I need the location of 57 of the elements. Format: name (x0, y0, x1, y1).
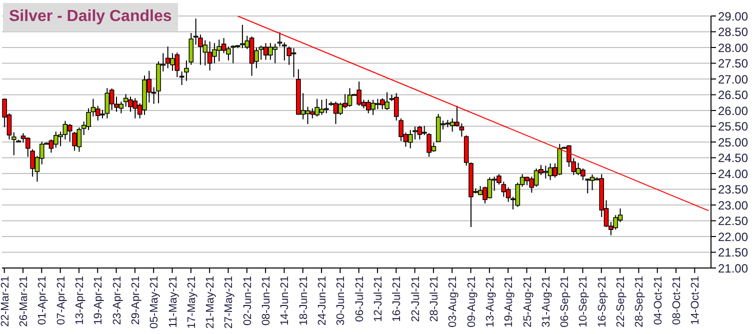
x-tick-label: 09-Aug-21 (466, 276, 478, 328)
x-tick-label: 24-Jun-21 (316, 276, 329, 326)
x-tick-label: 04-Oct-21 (652, 276, 664, 325)
y-tick-label: 28.50 (718, 25, 748, 40)
x-tick-label: 12-Jul-21 (372, 276, 384, 322)
y-tick-label: 28.00 (718, 40, 748, 55)
x-tick-label: 13-Apr-21 (74, 276, 86, 325)
y-tick-label: 27.00 (718, 72, 748, 86)
x-tick-label: 28-Sep-21 (634, 276, 646, 328)
x-tick-label: 16-Jul-21 (391, 276, 404, 322)
y-tick-label: 21.00 (718, 261, 748, 276)
x-tick-label: 18-Jun-21 (298, 276, 310, 326)
x-tick-label: 07-Apr-21 (55, 276, 68, 325)
x-tick-label: 08-Jun-21 (260, 276, 273, 326)
y-tick-label: 26.00 (718, 104, 748, 118)
x-tick-label: 11-May-21 (167, 276, 180, 328)
x-tick-label: 13-Aug-21 (484, 276, 496, 328)
x-tick-label: 01-Apr-21 (36, 276, 49, 325)
x-tick-label: 28-Jul-21 (428, 276, 440, 322)
y-tick-label: 25.00 (718, 135, 748, 150)
x-tick-label: 06-Sep-21 (559, 276, 572, 328)
x-tick-label: 14-Jun-21 (279, 276, 292, 326)
x-tick-label: 25-Aug-21 (522, 276, 534, 328)
y-tick-label: 22.00 (718, 230, 748, 244)
y-tick-label: 27.50 (718, 56, 748, 71)
x-tick-label: 19-Apr-21 (92, 276, 105, 325)
chart-title: Silver - Daily Candles (3, 3, 178, 31)
x-tick-label: 21-May-21 (204, 276, 217, 329)
x-tick-label: 22-Jul-21 (410, 276, 422, 322)
y-tick-label: 25.50 (718, 120, 748, 134)
x-tick-label: 17-May-21 (186, 276, 198, 329)
x-tick-label: 22-Mar-21 (0, 276, 12, 327)
x-tick-label: 22-Sep-21 (615, 276, 628, 328)
y-tick-label: 23.00 (718, 198, 748, 212)
x-tick-label: 14-Oct-21 (690, 276, 702, 325)
x-tick-label: 03-Aug-21 (447, 276, 460, 328)
x-tick-label: 31-Aug-21 (540, 276, 552, 328)
x-tick-label: 26-Mar-21 (18, 276, 30, 327)
y-tick-label: 22.50 (718, 214, 748, 228)
x-tick-label: 29-Apr-21 (130, 276, 142, 325)
x-tick-label: 30-Jun-21 (335, 276, 348, 326)
y-tick-label: 29.00 (718, 9, 748, 24)
y-tick-label: 26.50 (718, 88, 748, 102)
x-tick-label: 23-Apr-21 (111, 276, 124, 325)
y-tick-label: 21.50 (718, 246, 748, 260)
x-tick-label: 02-Jun-21 (242, 276, 254, 326)
y-tick-label: 24.50 (718, 151, 748, 166)
x-tick-label: 05-May-21 (148, 276, 161, 329)
x-tick-label: 08-Oct-21 (671, 276, 684, 325)
y-tick-label: 24.00 (718, 166, 748, 181)
x-tick-label: 16-Sep-21 (596, 276, 608, 328)
candlestick (165, 46, 170, 69)
x-tick-label: 19-Aug-21 (503, 276, 516, 328)
y-tick-label: 23.50 (718, 182, 748, 197)
x-tick-label: 06-Jul-21 (354, 276, 366, 322)
x-tick-label: 27-May-21 (223, 276, 236, 329)
x-tick-label: 10-Sep-21 (578, 276, 590, 328)
